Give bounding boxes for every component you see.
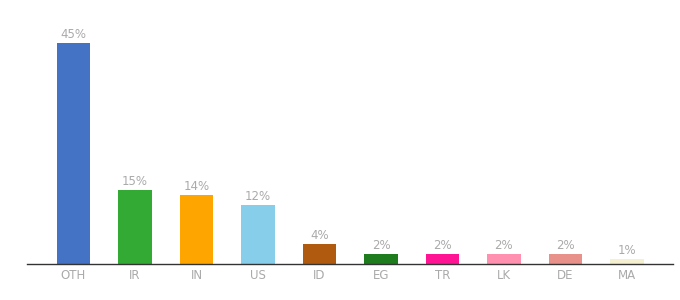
- Bar: [487, 254, 521, 264]
- Bar: [364, 254, 398, 264]
- Text: 1%: 1%: [617, 244, 636, 256]
- Text: 45%: 45%: [61, 28, 86, 41]
- Bar: [241, 205, 275, 264]
- Bar: [549, 254, 582, 264]
- Bar: [56, 43, 90, 264]
- Bar: [118, 190, 152, 264]
- Text: 15%: 15%: [122, 175, 148, 188]
- Text: 14%: 14%: [184, 180, 209, 193]
- Bar: [180, 195, 214, 264]
- Text: 2%: 2%: [494, 239, 513, 252]
- Bar: [610, 259, 644, 264]
- Bar: [303, 244, 337, 264]
- Text: 4%: 4%: [310, 229, 328, 242]
- Bar: [426, 254, 460, 264]
- Text: 2%: 2%: [556, 239, 575, 252]
- Text: 2%: 2%: [372, 239, 390, 252]
- Text: 12%: 12%: [245, 190, 271, 203]
- Text: 2%: 2%: [433, 239, 452, 252]
